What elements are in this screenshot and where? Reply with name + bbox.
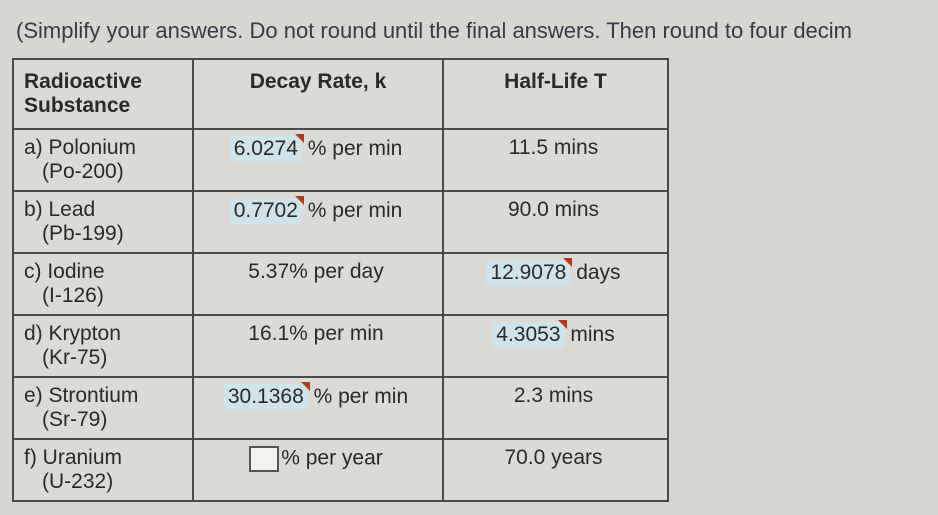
halflife-cell: 12.9078 days	[443, 253, 668, 315]
substance-isotope: (U-232)	[24, 470, 178, 494]
substance-cell: d) Krypton(Kr-75)	[13, 315, 193, 377]
rate-suffix: % per year	[281, 447, 383, 470]
halflife-text: 90.0 mins	[508, 198, 599, 221]
table-row: e) Strontium(Sr-79)30.1368 % per min2.3 …	[13, 377, 668, 439]
halflife-value-highlight: 12.9078	[486, 260, 570, 286]
substance-name: f) Uranium	[24, 446, 178, 470]
rate-cell: 6.0274 % per min	[193, 129, 443, 191]
substance-name: d) Krypton	[24, 322, 178, 346]
substance-name: a) Polonium	[24, 136, 178, 160]
halflife-value-highlight: 4.3053	[492, 322, 564, 348]
halflife-text: days	[570, 261, 620, 284]
halflife-text: 2.3 mins	[514, 384, 593, 407]
decay-table: Radioactive Substance Decay Rate, k Half…	[12, 58, 669, 502]
substance-cell: b) Lead(Pb-199)	[13, 191, 193, 253]
header-half: Half-Life T	[443, 59, 668, 129]
rate-suffix: % per min	[302, 199, 402, 222]
halflife-cell: 70.0 years	[443, 439, 668, 501]
rate-value-highlight: 30.1368	[224, 384, 308, 410]
substance-cell: c) Iodine(I-126)	[13, 253, 193, 315]
rate-cell: 0.7702 % per min	[193, 191, 443, 253]
substance-cell: a) Polonium(Po-200)	[13, 129, 193, 191]
rate-cell: 5.37% per day	[193, 253, 443, 315]
instruction-text: (Simplify your answers. Do not round unt…	[16, 18, 926, 44]
substance-isotope: (Sr-79)	[24, 408, 178, 432]
rate-suffix: % per min	[308, 385, 408, 408]
halflife-text: 70.0 years	[504, 446, 602, 469]
rate-suffix: 5.37% per day	[248, 260, 383, 283]
halflife-cell: 11.5 mins	[443, 129, 668, 191]
substance-name: b) Lead	[24, 198, 178, 222]
substance-cell: f) Uranium(U-232)	[13, 439, 193, 501]
rate-cell: 30.1368 % per min	[193, 377, 443, 439]
table-row: d) Krypton(Kr-75) 16.1% per min 4.3053 min…	[13, 315, 668, 377]
halflife-text: mins	[565, 323, 615, 346]
header-substance: Radioactive Substance	[13, 59, 193, 129]
rate-input[interactable]	[249, 446, 279, 472]
header-rate: Decay Rate, k	[193, 59, 443, 129]
halflife-cell: 2.3 mins	[443, 377, 668, 439]
halflife-text: 11.5 mins	[509, 136, 599, 159]
substance-isotope: (Kr-75)	[24, 346, 178, 370]
table-header-row: Radioactive Substance Decay Rate, k Half…	[13, 59, 668, 129]
table-row: b) Lead(Pb-199)0.7702 % per min90.0 mins	[13, 191, 668, 253]
rate-suffix: % per min	[302, 137, 402, 160]
rate-value-highlight: 6.0274	[230, 136, 302, 162]
halflife-cell: 4.3053 mins	[443, 315, 668, 377]
table-row: a) Polonium(Po-200)6.0274 % per min11.5 …	[13, 129, 668, 191]
rate-value-highlight: 0.7702	[230, 198, 302, 224]
substance-isotope: (Po-200)	[24, 160, 178, 184]
rate-cell: 16.1% per min	[193, 315, 443, 377]
rate-suffix: 16.1% per min	[248, 322, 383, 345]
substance-cell: e) Strontium(Sr-79)	[13, 377, 193, 439]
table-row: c) Iodine(I-126) 5.37% per day 12.9078 day…	[13, 253, 668, 315]
table-row: f) Uranium(U-232) % per year 70.0 years	[13, 439, 668, 501]
rate-cell: % per year	[193, 439, 443, 501]
substance-name: e) Strontium	[24, 384, 178, 408]
substance-isotope: (Pb-199)	[24, 222, 178, 246]
substance-isotope: (I-126)	[24, 284, 178, 308]
substance-name: c) Iodine	[24, 260, 178, 284]
halflife-cell: 90.0 mins	[443, 191, 668, 253]
